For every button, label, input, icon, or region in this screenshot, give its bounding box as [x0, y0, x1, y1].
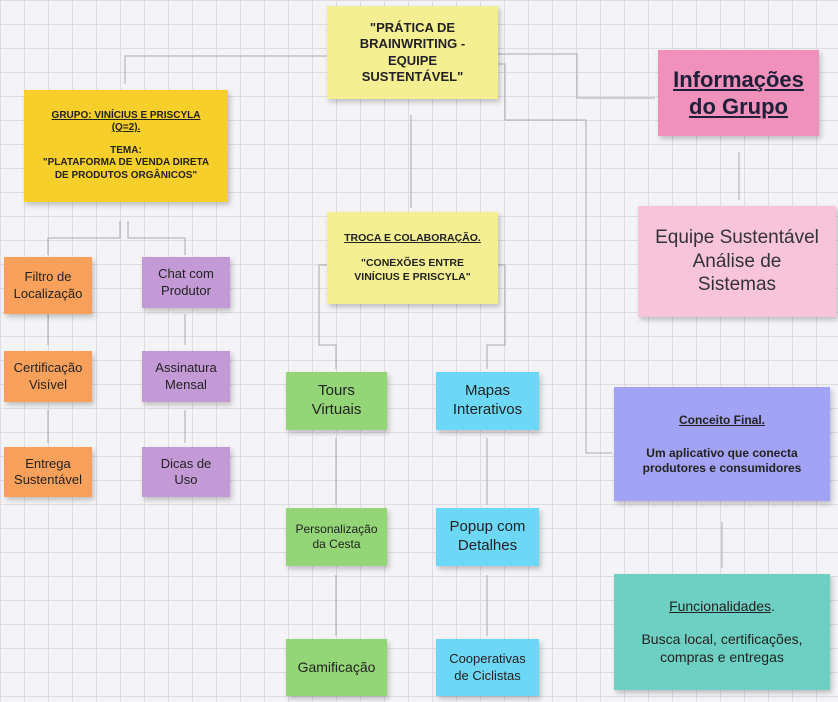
idea-mapas-interativos[interactable]: Mapas Interativos — [436, 372, 539, 430]
title-text: "PRÁTICA DE BRAINWRITING - EQUIPE SUSTEN… — [359, 20, 466, 84]
idea-label: Cooperativas de Ciclistas — [449, 651, 526, 683]
idea-label: Certificação Visível — [13, 360, 83, 392]
idea-label: Popup com Detalhes — [449, 518, 526, 554]
title-note[interactable]: "PRÁTICA DE BRAINWRITING - EQUIPE SUSTEN… — [327, 6, 498, 99]
idea-chat-produtor[interactable]: Chat com Produtor — [142, 257, 230, 308]
group-heading: GRUPO: VINÍCIUS E PRISCYLA (Q=2). — [51, 109, 201, 134]
idea-label: Filtro de Localização — [13, 269, 83, 301]
group-note[interactable]: GRUPO: VINÍCIUS E PRISCYLA (Q=2). TEMA: … — [24, 90, 228, 202]
exchange-text: "CONEXÕES ENTRE VINÍCIUS E PRISCYLA" — [354, 257, 471, 283]
features-heading-dot: . — [771, 597, 775, 614]
connector-title-concept — [498, 63, 612, 454]
idea-label: Personalizaçãо da Cesta — [295, 522, 378, 551]
concept-heading: Conceito Final. — [678, 412, 765, 427]
idea-label: Mapas Interativos — [452, 382, 523, 418]
idea-assinatura-mensal[interactable]: Assinatura Mensal — [142, 351, 230, 402]
idea-label: Assinatura Mensal — [155, 360, 217, 392]
idea-dicas-uso[interactable]: Dicas de Uso — [142, 447, 230, 497]
team-note[interactable]: Equipe Sustentável Análise de Sistemas — [638, 206, 836, 317]
connector-title-group — [124, 55, 327, 84]
features-heading-line: Funcionalidades. — [669, 598, 775, 616]
idea-popup-detalhes[interactable]: Popup com Detalhes — [436, 508, 539, 566]
concept-text: Um aplicativo que conecta produtores e c… — [642, 445, 802, 475]
features-heading: Funcionalidades — [669, 597, 772, 614]
idea-label: Entrega Sustentável — [14, 455, 82, 487]
info-title: Informações do Grupo — [673, 66, 804, 120]
idea-cooperativas-ciclistas[interactable]: Cooperativas de Ciclistas — [436, 639, 539, 696]
connector-group-orange — [47, 221, 121, 255]
exchange-note[interactable]: TROCA E COLABORAÇÃO. "CONEXÕES ENTRE VIN… — [327, 212, 498, 304]
idea-certificacao-visivel[interactable]: Certificação Visível — [4, 351, 92, 402]
exchange-heading: TROCA E COLABORAÇÃO. — [344, 232, 481, 245]
team-text: Equipe Sustentável Análise de Sistemas — [655, 226, 819, 296]
connector-exchange-cyan — [486, 264, 506, 369]
idea-tours-virtuais[interactable]: Tours Virtuais — [286, 372, 387, 430]
features-note[interactable]: Funcionalidades. Busca local, certificaç… — [614, 574, 830, 690]
idea-label: Tours Virtuais — [311, 382, 362, 418]
idea-label: Dicas de Uso — [160, 455, 212, 487]
idea-entrega-sustentavel[interactable]: Entrega Sustentável — [4, 447, 92, 497]
tema-text: "PLATAFORMA DE VENDA DIRETA DE PRODUTOS … — [42, 157, 210, 181]
idea-gamificacao[interactable]: Gamificação — [286, 639, 387, 696]
idea-label: Chat com Produtor — [158, 266, 214, 298]
concept-note[interactable]: Conceito Final. Um aplicativo que conect… — [614, 387, 830, 501]
idea-filtro-localizacao[interactable]: Filtro de Localização — [4, 257, 92, 314]
features-text: Busca local, certificações, compras e en… — [641, 631, 803, 665]
connector-title-info — [498, 53, 655, 99]
idea-personalizacao-cesta[interactable]: Personalizaçãо da Cesta — [286, 508, 387, 566]
connector-group-purple — [127, 221, 186, 255]
tema-label: TEMA: — [110, 144, 142, 156]
idea-label: Gamificação — [297, 658, 376, 675]
connector-exchange-green — [318, 264, 337, 369]
info-note[interactable]: Informações do Grupo — [658, 50, 819, 136]
